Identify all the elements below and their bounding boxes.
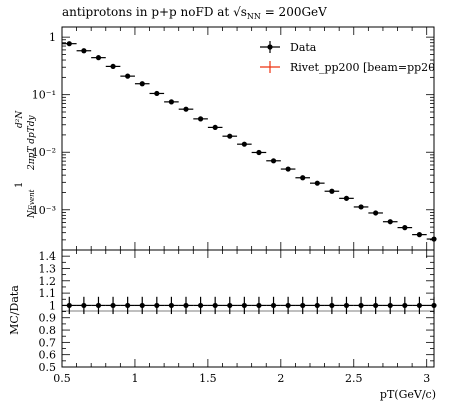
ratio-points (62, 297, 437, 314)
data-point (300, 175, 305, 180)
data-point (169, 99, 174, 104)
y-tick-label: 10⁻¹ (32, 89, 56, 102)
legend-mc-label: Rivet_pp200 [beam=pp20 (290, 61, 435, 74)
y-label-tail: 2πpT dpTdy (27, 114, 37, 171)
data-point (227, 134, 232, 139)
y-label-den-sub: Event (28, 189, 36, 211)
data-point (388, 219, 393, 224)
title-prefix: antiprotons in p+p noFD at (62, 5, 233, 19)
x-axis-label: pT(GeV/c) (380, 388, 436, 401)
ratio-point (213, 303, 218, 308)
ratio-point (198, 303, 203, 308)
y-label-num: 1 (14, 182, 25, 188)
data-point (242, 142, 247, 147)
ratio-point (431, 303, 436, 308)
ratio-y-tick-label: 1.3 (39, 262, 57, 275)
x-tick-label: 2 (277, 372, 284, 385)
ratio-point (242, 303, 247, 308)
x-tick-label: 1.5 (199, 372, 217, 385)
data-point (329, 189, 334, 194)
ratio-point (96, 303, 101, 308)
data-point (256, 150, 261, 155)
title-suffix: = 200GeV (261, 5, 327, 19)
ratio-point (329, 303, 334, 308)
ratio-y-tick-label: 0.8 (39, 324, 57, 337)
data-point (286, 166, 291, 171)
ratio-y-tick-label: 0.7 (39, 336, 57, 349)
ratio-point (140, 303, 145, 308)
data-point (67, 41, 72, 46)
data-point (431, 236, 436, 241)
data-point (81, 48, 86, 53)
ratio-point (300, 303, 305, 308)
ratio-point (81, 303, 86, 308)
ratio-point (154, 303, 159, 308)
ratio-point (286, 303, 291, 308)
data-point (125, 74, 130, 79)
data-point (344, 196, 349, 201)
ratio-point (271, 303, 276, 308)
data-point (417, 232, 422, 237)
ratio-y-tick-label: 0.5 (39, 361, 57, 374)
data-point (315, 181, 320, 186)
title-sub: NN (247, 12, 261, 21)
data-point (198, 116, 203, 121)
ratio-point (67, 303, 72, 308)
data-point (402, 225, 407, 230)
ratio-point (227, 303, 232, 308)
ratio-point (358, 303, 363, 308)
ratio-point (256, 303, 261, 308)
ratio-point (183, 303, 188, 308)
title-sqrt: √s (233, 5, 247, 19)
data-point (183, 107, 188, 112)
legend-data-marker (267, 44, 272, 49)
ratio-y-tick-label: 0.9 (39, 312, 57, 325)
y-axis-label: 1 NEvent 2πpT dpTdy d²N (14, 110, 37, 219)
x-tick-label: 1 (131, 372, 138, 385)
ratio-axis-ticks: 0.5 1 1.5 2 2.5 30.50.60.70.80.911.11.21.31.4 (39, 250, 435, 385)
x-tick-label: 3 (423, 372, 430, 385)
data-point (154, 91, 159, 96)
data-point (358, 204, 363, 209)
data-point (140, 81, 145, 86)
ratio-y-tick-label: 1.2 (39, 275, 57, 288)
data-point (271, 158, 276, 163)
ratio-point (373, 303, 378, 308)
data-point (96, 55, 101, 60)
ratio-point (417, 303, 422, 308)
ratio-point (125, 303, 130, 308)
ratio-point (344, 303, 349, 308)
ratio-point (402, 303, 407, 308)
y-tick-label: 1 (49, 31, 56, 44)
ratio-y-tick-label: 1 (49, 299, 56, 312)
ratio-y-tick-label: 0.6 (39, 349, 57, 362)
y-label-den: NEvent (27, 189, 37, 219)
data-point (110, 64, 115, 69)
legend: Data Rivet_pp200 [beam=pp20 (260, 41, 435, 74)
x-tick-label: 2.5 (345, 372, 363, 385)
legend-data-label: Data (290, 41, 317, 54)
ratio-y-tick-label: 1.4 (39, 250, 57, 263)
y-label-top: d²N (15, 110, 25, 128)
ratio-y-label: MC/Data (8, 285, 21, 335)
ratio-plot-frame (62, 250, 434, 367)
ratio-point (110, 303, 115, 308)
ratio-point (315, 303, 320, 308)
ratio-point (169, 303, 174, 308)
data-point (213, 125, 218, 130)
chart-title: antiprotons in p+p noFD at √sNN = 200GeV (62, 5, 327, 21)
ratio-point (388, 303, 393, 308)
data-point (373, 210, 378, 215)
ratio-y-tick-label: 1.1 (39, 287, 57, 300)
